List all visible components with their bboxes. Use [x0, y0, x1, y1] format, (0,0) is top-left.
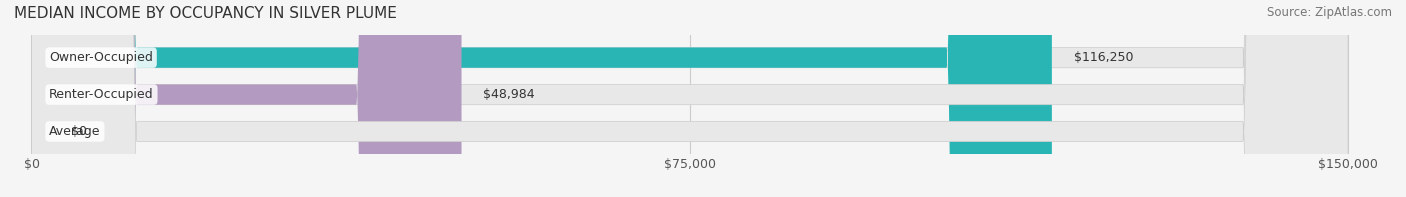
Text: Average: Average [49, 125, 101, 138]
Text: Owner-Occupied: Owner-Occupied [49, 51, 153, 64]
Text: $0: $0 [72, 125, 87, 138]
FancyBboxPatch shape [31, 0, 1348, 197]
FancyBboxPatch shape [31, 0, 461, 197]
FancyBboxPatch shape [31, 0, 1348, 197]
FancyBboxPatch shape [31, 0, 1052, 197]
Text: $48,984: $48,984 [484, 88, 536, 101]
Text: $116,250: $116,250 [1074, 51, 1133, 64]
Text: Source: ZipAtlas.com: Source: ZipAtlas.com [1267, 6, 1392, 19]
Text: Renter-Occupied: Renter-Occupied [49, 88, 153, 101]
Text: MEDIAN INCOME BY OCCUPANCY IN SILVER PLUME: MEDIAN INCOME BY OCCUPANCY IN SILVER PLU… [14, 6, 396, 21]
FancyBboxPatch shape [31, 0, 1348, 197]
